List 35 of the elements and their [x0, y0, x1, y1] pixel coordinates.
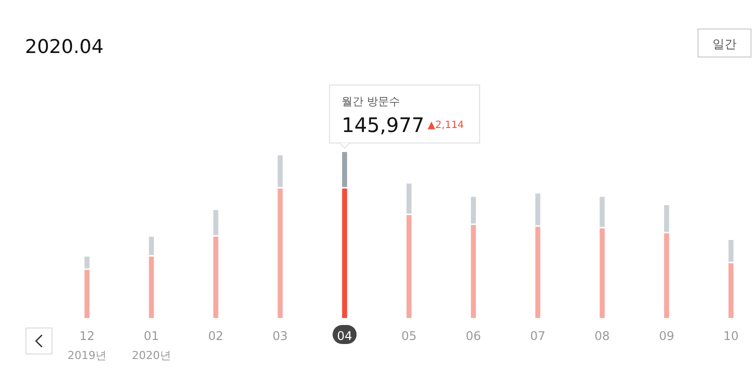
- x-tick-label: 06: [466, 329, 482, 343]
- x-tick-label: 03: [272, 329, 288, 343]
- text: 일간: [712, 37, 736, 51]
- bar: [728, 240, 734, 262]
- bar: [406, 184, 412, 214]
- bar: [278, 188, 283, 318]
- x-tick-label: 02: [208, 329, 224, 343]
- x-tick-label: 01 2020년: [132, 329, 171, 362]
- x-tick-label: 09: [658, 329, 674, 343]
- bar: [664, 205, 670, 232]
- bar: [535, 194, 540, 226]
- bar: [278, 155, 283, 188]
- bar: [84, 270, 90, 318]
- bar: [213, 210, 218, 236]
- x-tick-label: 12 2019년: [68, 329, 106, 362]
- bar: [535, 226, 540, 318]
- x-tick-label: 05: [401, 329, 417, 343]
- bar: [406, 215, 412, 318]
- bar: [470, 225, 476, 318]
- bar: [342, 188, 348, 318]
- bar: [342, 152, 348, 188]
- bar: [470, 196, 476, 224]
- bar: [600, 196, 605, 227]
- x-tick-label: 08: [594, 329, 610, 343]
- bar: [148, 256, 154, 318]
- bar: [148, 236, 154, 256]
- x-tick-label: 07: [530, 329, 546, 343]
- x-tick-label: 04: [336, 329, 352, 343]
- bar: [84, 256, 90, 268]
- bar: [213, 236, 218, 318]
- bar: [728, 263, 734, 318]
- chart-title: 2020.04: [25, 36, 104, 58]
- bar: [600, 228, 605, 318]
- bar: [664, 233, 670, 318]
- x-tick-label: 10: [723, 329, 739, 343]
